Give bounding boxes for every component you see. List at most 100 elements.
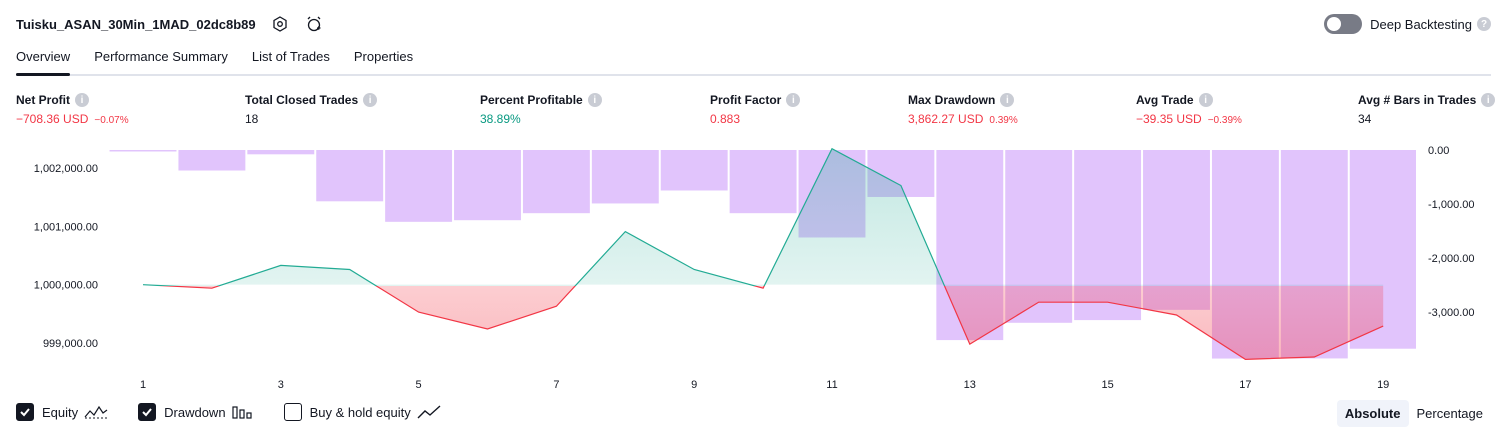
legend-drawdown[interactable]: Drawdown bbox=[138, 403, 253, 421]
equity-profit-area bbox=[143, 148, 1384, 286]
left-axis-tick-label: 1,002,000.00 bbox=[34, 163, 98, 175]
metric-value-text: 3,862.27 USD bbox=[908, 112, 984, 126]
metric-value: −39.35 USD −0.39% bbox=[1136, 112, 1242, 126]
equity-line bbox=[142, 147, 1384, 360]
metric-label: Avg # Bars in Trades i bbox=[1358, 93, 1496, 107]
drawdown-bar bbox=[522, 150, 590, 214]
drawdown-bars-icon bbox=[231, 405, 254, 419]
absolute-button[interactable]: Absolute bbox=[1336, 400, 1409, 427]
metric-label-text: Avg Trade bbox=[1136, 93, 1194, 107]
drawdown-bar bbox=[178, 150, 246, 171]
buy-hold-line-icon bbox=[417, 405, 441, 419]
metric-label: Profit Factor i bbox=[710, 93, 801, 107]
x-axis-tick-label: 9 bbox=[691, 379, 697, 391]
metric-label: Net Profit i bbox=[16, 93, 129, 107]
x-axis-tick-label: 7 bbox=[553, 379, 559, 391]
strategy-header: Tuisku_ASAN_30Min_1MAD_02dc8b89 Deep Bac… bbox=[16, 10, 1491, 38]
x-axis-tick-label: 11 bbox=[826, 379, 837, 391]
drawdown-bar bbox=[316, 150, 384, 202]
metric-profit-factor: Profit Factor i 0.883 bbox=[710, 93, 801, 126]
equity-line-icon bbox=[84, 405, 108, 419]
equity-line-above bbox=[142, 147, 946, 286]
legend-equity[interactable]: Equity bbox=[16, 403, 108, 421]
equity-loss-area bbox=[169, 286, 1384, 360]
percentage-button[interactable]: Percentage bbox=[1416, 406, 1484, 421]
metric-label: Avg Trade i bbox=[1136, 93, 1242, 107]
info-icon[interactable]: i bbox=[1481, 93, 1496, 107]
metric-avg-trade: Avg Trade i −39.35 USD −0.39% bbox=[1136, 93, 1242, 126]
metric-value-text: −39.35 USD bbox=[1136, 112, 1202, 126]
metric-percent: −0.07% bbox=[94, 115, 129, 126]
info-icon[interactable]: i bbox=[786, 93, 801, 107]
strategy-title: Tuisku_ASAN_30Min_1MAD_02dc8b89 bbox=[16, 16, 256, 32]
info-icon[interactable]: i bbox=[75, 93, 89, 107]
legend-label: Buy & hold equity bbox=[309, 404, 411, 420]
help-icon[interactable]: ? bbox=[1477, 17, 1491, 31]
chart-legend: Equity Drawdown Buy & hold equity bbox=[16, 403, 471, 421]
x-axis-tick-label: 3 bbox=[278, 379, 284, 391]
legend-label: Equity bbox=[42, 404, 79, 420]
equity-drawdown-chart[interactable]: 1,002,000.00 1,001,000.00 1,000,000.00 999,… bbox=[0, 140, 1507, 395]
settings-icon[interactable] bbox=[270, 14, 290, 34]
metric-value: 18 bbox=[245, 112, 377, 126]
left-axis-tick-label: 999,000.00 bbox=[43, 338, 98, 350]
drawdown-bar bbox=[385, 150, 453, 222]
metric-value-text: 34 bbox=[1358, 112, 1372, 126]
drawdown-bar bbox=[454, 150, 521, 221]
x-axis-tick-label: 1 bbox=[140, 379, 146, 391]
metric-percent: −0.39% bbox=[1207, 115, 1242, 126]
deep-backtesting-toggle[interactable] bbox=[1324, 14, 1363, 34]
legend-label: Drawdown bbox=[164, 404, 226, 420]
buy-hold-checkbox[interactable] bbox=[283, 403, 302, 421]
metric-value-text: 18 bbox=[245, 112, 259, 126]
tab-performance-summary[interactable]: Performance Summary bbox=[94, 49, 228, 64]
add-alert-icon[interactable] bbox=[304, 14, 324, 34]
equity-checkbox[interactable] bbox=[16, 403, 34, 421]
info-icon[interactable]: i bbox=[1000, 93, 1015, 107]
right-axis-tick-label: 0.00 bbox=[1428, 145, 1449, 157]
metric-label-text: Max Drawdown bbox=[908, 93, 996, 107]
metric-value: 0.883 bbox=[710, 112, 800, 126]
x-axis-tick-label: 15 bbox=[1101, 379, 1113, 391]
metric-value-text: 38.89% bbox=[480, 112, 521, 126]
metric-value: 38.89% bbox=[480, 112, 602, 126]
drawdown-checkbox[interactable] bbox=[138, 403, 157, 421]
x-axis-tick-label: 19 bbox=[1377, 379, 1389, 391]
metric-max-drawdown: Max Drawdown i 3,862.27 USD 0.39% bbox=[908, 93, 1018, 126]
info-icon[interactable]: i bbox=[587, 93, 602, 107]
metric-value: 3,862.27 USD 0.39% bbox=[908, 112, 1018, 126]
x-axis-tick-label: 5 bbox=[416, 379, 422, 391]
metric-net-profit: Net Profit i −708.36 USD −0.07% bbox=[16, 93, 129, 126]
metric-total-closed-trades: Total Closed Trades i 18 bbox=[245, 93, 378, 126]
metric-percent: 0.39% bbox=[989, 115, 1018, 126]
metric-label: Percent Profitable i bbox=[480, 93, 602, 107]
right-axis-tick-label: -3,000.00 bbox=[1428, 307, 1474, 319]
deep-backtesting-control: Deep Backtesting ? bbox=[1324, 14, 1491, 34]
info-icon[interactable]: i bbox=[1198, 93, 1213, 107]
toggle-knob bbox=[1327, 17, 1342, 31]
drawdown-bar bbox=[247, 150, 315, 155]
metric-value: −708.36 USD −0.07% bbox=[16, 112, 129, 126]
metric-label-text: Total Closed Trades bbox=[245, 93, 359, 107]
metric-label: Max Drawdown i bbox=[908, 93, 1018, 107]
drawdown-bars bbox=[109, 150, 1416, 359]
right-axis-tick-label: -2,000.00 bbox=[1428, 253, 1474, 265]
equity-area bbox=[143, 148, 1384, 360]
left-axis-tick-label: 1,001,000.00 bbox=[34, 221, 98, 233]
metric-value: 34 bbox=[1358, 112, 1495, 126]
metric-percent-profitable: Percent Profitable i 38.89% bbox=[480, 93, 602, 126]
drawdown-bar bbox=[729, 150, 797, 214]
x-axis-tick-label: 13 bbox=[964, 379, 976, 391]
metric-label-text: Percent Profitable bbox=[480, 93, 583, 107]
legend-buy-hold-equity[interactable]: Buy & hold equity bbox=[283, 403, 441, 421]
drawdown-bar bbox=[109, 150, 177, 152]
drawdown-bar bbox=[1143, 150, 1210, 310]
right-axis: 0.00 -1,000.00 -2,000.00 -3,000.00 bbox=[1428, 145, 1474, 319]
info-icon[interactable]: i bbox=[363, 93, 378, 107]
tab-overview[interactable]: Overview bbox=[16, 44, 71, 76]
tab-list-of-trades[interactable]: List of Trades bbox=[251, 49, 330, 64]
x-axis: 1 3 5 7 9 11 13 15 17 19 bbox=[140, 379, 1389, 391]
deep-backtesting-label: Deep Backtesting bbox=[1370, 16, 1472, 32]
tab-bar: Overview Performance Summary List of Tra… bbox=[16, 44, 1491, 76]
tab-properties[interactable]: Properties bbox=[353, 49, 414, 64]
